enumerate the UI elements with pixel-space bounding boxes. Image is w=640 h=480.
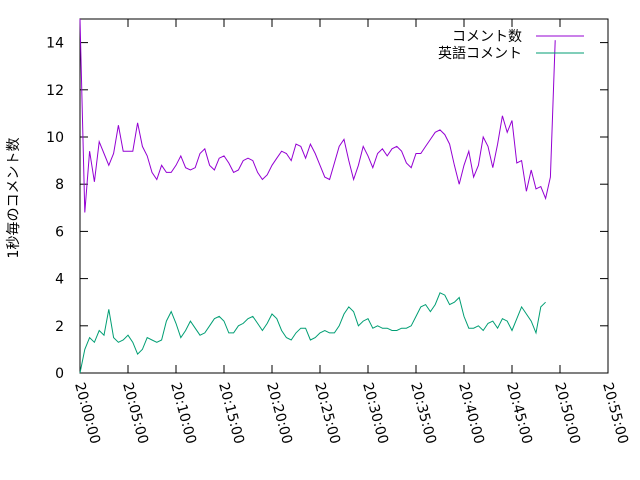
x-tick-label: 20:25:00 — [311, 381, 343, 446]
y-tick-label: 0 — [55, 366, 64, 382]
x-tick-label: 20:35:00 — [407, 381, 439, 446]
x-tick-label: 20:10:00 — [167, 381, 199, 446]
x-tick-label: 20:45:00 — [503, 381, 535, 446]
x-tick-label: 20:00:00 — [71, 381, 103, 446]
series-line-2 — [79, 292, 546, 374]
x-tick-label: 20:15:00 — [215, 381, 247, 446]
y-tick-label: 12 — [46, 83, 64, 99]
series-line-1 — [79, 18, 556, 213]
y-tick-label: 4 — [55, 272, 64, 288]
x-tick-label: 20:30:00 — [359, 381, 391, 446]
x-tick-label: 20:05:00 — [119, 381, 151, 446]
y-tick-label: 10 — [46, 130, 64, 146]
legend-label: 英語コメント — [438, 45, 522, 62]
y-tick-label: 6 — [55, 224, 64, 240]
x-tick-label: 20:55:00 — [599, 381, 631, 446]
y-tick-label: 2 — [55, 319, 64, 335]
x-tick-label: 20:40:00 — [455, 381, 487, 446]
y-tick-label: 14 — [46, 36, 64, 52]
y-tick-label: 8 — [55, 177, 64, 193]
ticks: 0 2 4 6 8 10 12 14 20:00:00 20:05:00 20:10:00 20:15… — [46, 19, 631, 446]
x-tick-label: 20:20:00 — [263, 381, 295, 446]
x-tick-label: 20:50:00 — [551, 381, 583, 446]
plot-border — [79, 18, 609, 374]
y-axis-label: 1秒毎のコメント数 — [6, 138, 22, 259]
axes — [79, 18, 609, 374]
series-lines — [79, 18, 556, 374]
legend-label: コメント数 — [452, 29, 522, 45]
